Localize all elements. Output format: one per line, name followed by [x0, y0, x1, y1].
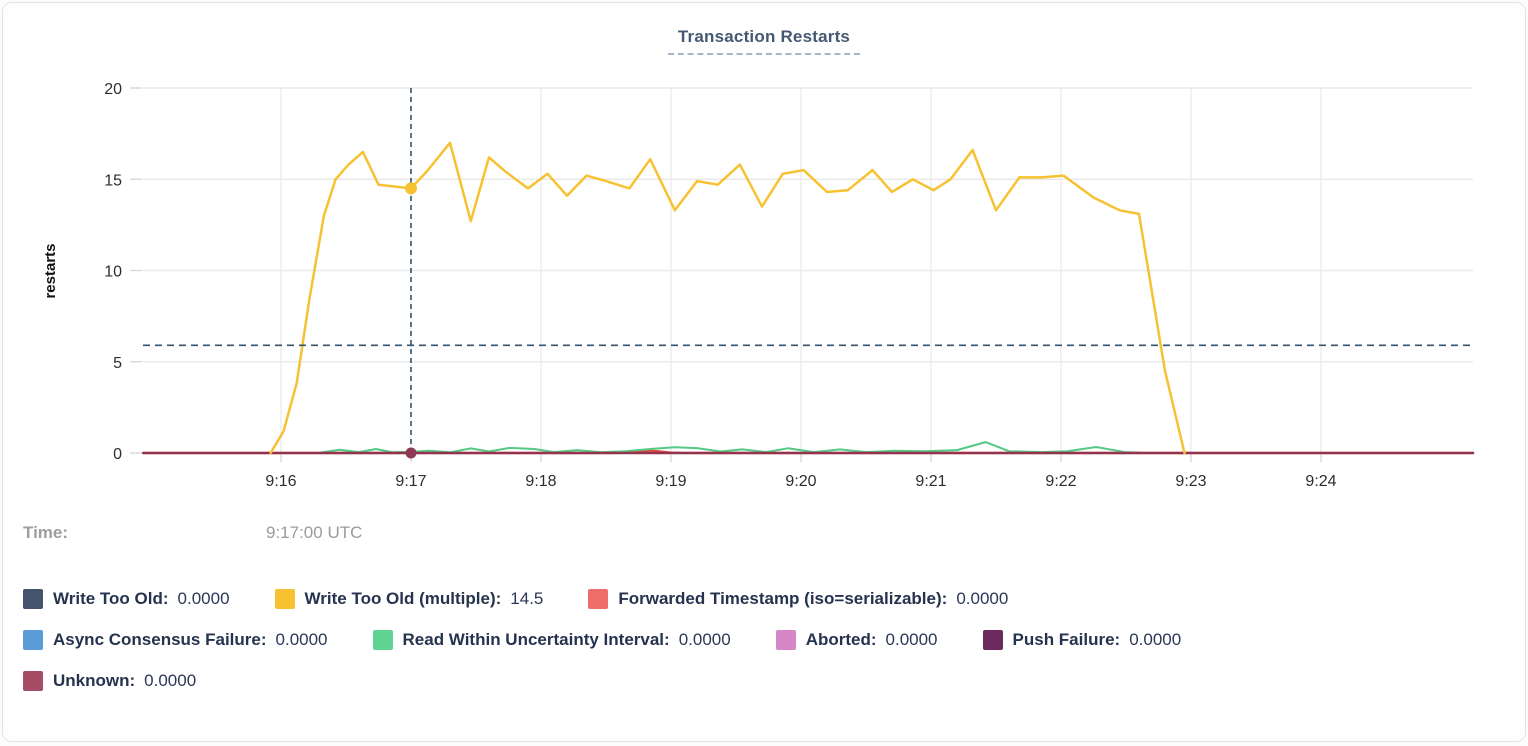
legend-item-forwarded-timestamp-iso-serializable: Forwarded Timestamp (iso=serializable): 0… — [588, 589, 1008, 609]
legend-value-unknown: 0.0000 — [144, 671, 197, 690]
legend-value-async-consensus-failure: 0.0000 — [275, 630, 328, 649]
hover-point-unknown — [405, 447, 417, 459]
legend-value-forwarded-timestamp-iso-serializable: 0.0000 — [956, 589, 1009, 608]
legend-value-push-failure: 0.0000 — [1129, 630, 1182, 649]
legend-swatch-unknown — [23, 671, 43, 691]
legend-label-unknown: Unknown: — [53, 671, 136, 690]
legend-value-read-within-uncertainty-interval: 0.0000 — [678, 630, 731, 649]
hover-time-row: Time: 9:17:00 UTC — [23, 523, 362, 543]
hover-time-label: Time: — [23, 523, 69, 542]
x-tick-label: 9:23 — [1175, 473, 1206, 490]
legend-row: Write Too Old: 0.0000 Write Too Old (multi… — [23, 589, 1509, 609]
y-axis-title: restarts — [42, 243, 59, 298]
series-line-read-within-uncertainty-interval — [319, 441, 1143, 454]
legend: Write Too Old: 0.0000 Write Too Old (multi… — [23, 589, 1509, 712]
hover-time-value: 9:17:00 UTC — [266, 523, 363, 542]
x-tick-label: 9:19 — [655, 473, 686, 490]
legend-swatch-write-too-old — [23, 589, 43, 609]
legend-label-forwarded-timestamp-iso-serializable: Forwarded Timestamp (iso=serializable): — [618, 589, 948, 608]
x-tick-label: 9:18 — [525, 473, 556, 490]
x-tick-label: 9:21 — [915, 473, 946, 490]
legend-label-async-consensus-failure: Async Consensus Failure: — [53, 630, 267, 649]
legend-item-write-too-old-multiple: Write Too Old (multiple): 14.5 — [274, 589, 544, 609]
x-tick-label: 9:22 — [1045, 473, 1076, 490]
legend-swatch-aborted — [775, 630, 796, 650]
legend-row: Async Consensus Failure: 0.0000 Read Withi… — [23, 630, 1509, 650]
legend-item-async-consensus-failure: Async Consensus Failure: 0.0000 — [23, 630, 328, 650]
y-tick-label: 5 — [113, 355, 122, 372]
legend-label-aborted: Aborted: — [805, 630, 877, 649]
chart-title[interactable]: Transaction Restarts — [667, 27, 861, 55]
x-tick-label: 9:24 — [1305, 473, 1336, 490]
legend-swatch-async-consensus-failure — [23, 630, 43, 650]
legend-item-aborted: Aborted: 0.0000 — [775, 630, 938, 650]
hover-point-write-too-old-multiple — [405, 182, 417, 195]
legend-label-push-failure: Push Failure: — [1012, 630, 1121, 649]
legend-swatch-forwarded-timestamp-iso-serializable — [588, 589, 609, 609]
legend-item-push-failure: Push Failure: 0.0000 — [982, 630, 1182, 650]
legend-row: Unknown: 0.0000 — [23, 671, 1509, 691]
chart-header: Transaction Restarts — [3, 27, 1525, 55]
y-tick-label: 15 — [104, 172, 122, 189]
legend-label-read-within-uncertainty-interval: Read Within Uncertainty Interval: — [402, 630, 670, 649]
legend-item-write-too-old: Write Too Old: 0.0000 — [23, 589, 230, 609]
legend-value-write-too-old: 0.0000 — [177, 589, 230, 608]
y-tick-label: 0 — [113, 446, 122, 463]
legend-swatch-write-too-old-multiple — [274, 589, 295, 609]
legend-label-write-too-old: Write Too Old: — [53, 589, 169, 608]
x-tick-label: 9:17 — [395, 473, 426, 490]
series-line-write-too-old-multiple — [269, 141, 1186, 455]
legend-value-write-too-old-multiple: 14.5 — [510, 589, 544, 608]
x-tick-label: 9:20 — [785, 473, 816, 490]
y-tick-label: 20 — [104, 81, 122, 98]
legend-label-write-too-old-multiple: Write Too Old (multiple): — [304, 589, 502, 608]
legend-item-unknown: Unknown: 0.0000 — [23, 671, 196, 691]
y-tick-label: 10 — [104, 264, 122, 281]
legend-value-aborted: 0.0000 — [885, 630, 938, 649]
legend-item-read-within-uncertainty-interval: Read Within Uncertainty Interval: 0.0000 — [372, 630, 731, 650]
legend-swatch-read-within-uncertainty-interval — [372, 630, 393, 650]
restarts-chart[interactable]: 0 5 10 15 20 9:16 9:17 9:18 9:19 9:20 9:21 9:22 9:23… — [3, 3, 1526, 508]
legend-swatch-push-failure — [982, 630, 1003, 650]
x-tick-label: 9:16 — [265, 473, 296, 490]
